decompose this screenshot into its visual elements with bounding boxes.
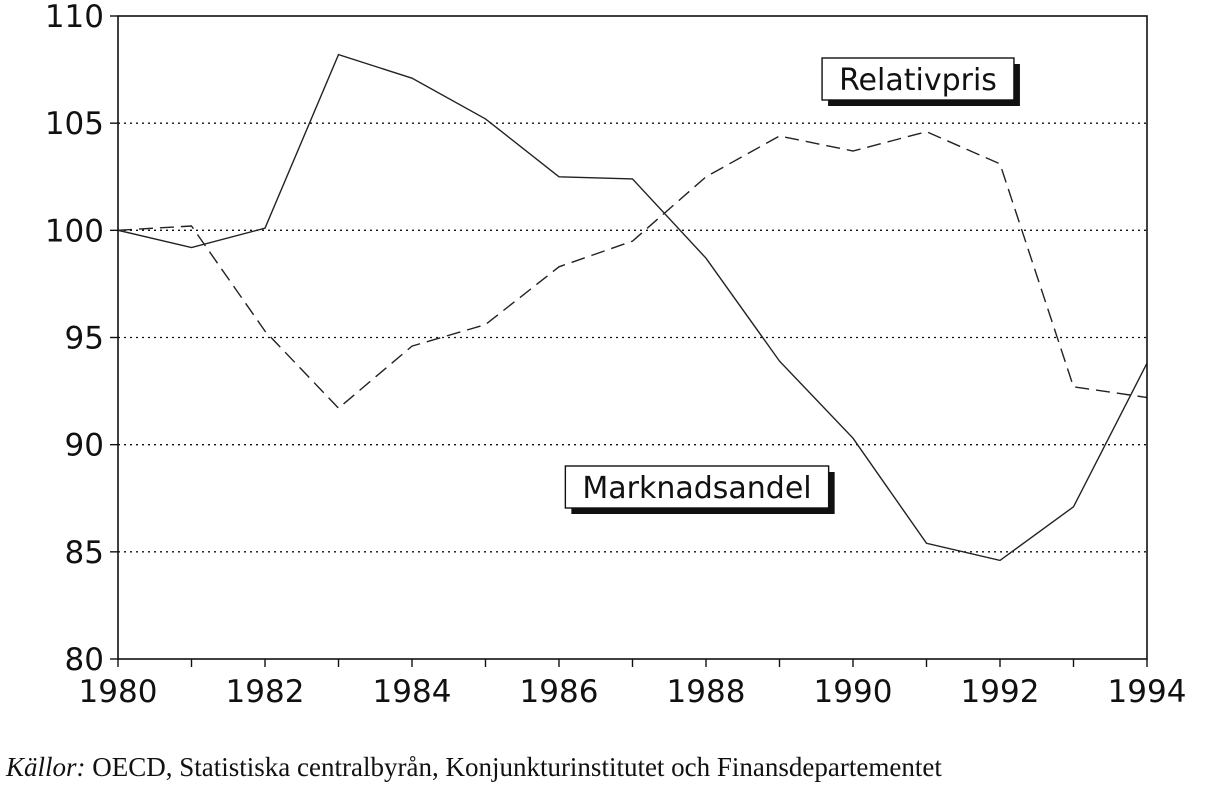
label-box (564, 465, 830, 509)
series-label-marknadsandel: Marknadsandel (564, 465, 835, 514)
y-tick-label: 95 (65, 321, 104, 357)
source-prefix: Källor: (6, 752, 86, 782)
series-label-relativpris: Relativpris (821, 57, 1020, 106)
source-text: OECD, Statistiska centralbyrån, Konjunkt… (85, 752, 942, 782)
x-tick-label: 1988 (667, 674, 746, 710)
x-ticks: 1980 1982 1984 1986 1988 1990 1992 1994 (79, 659, 1187, 710)
y-tick-label: 90 (65, 428, 104, 464)
x-tick-label: 1990 (814, 674, 893, 710)
series-line-relativpris (117, 130, 1148, 410)
series-labels: Relativpris Marknadsandel (564, 57, 1020, 514)
source-note: Källor: OECD, Statistiska centralbyrån, … (6, 752, 942, 783)
x-tick-label: 1994 (1108, 674, 1187, 710)
label-box (821, 57, 1015, 101)
x-tick-label: 1980 (79, 674, 158, 710)
y-tick-label: 80 (65, 642, 104, 678)
x-tick-label: 1992 (961, 674, 1040, 710)
line-chart: 1980 1982 1984 1986 1988 1990 1992 1994 80 85 90 9… (45, 0, 1187, 710)
series-lines (117, 53, 1148, 562)
x-tick-label: 1986 (520, 674, 599, 710)
y-tick-label: 85 (65, 535, 104, 571)
series-line-marknadsandel (117, 53, 1148, 562)
label-text: Marknadsandel (582, 471, 811, 506)
plot-frame (117, 15, 1148, 660)
y-tick-label: 105 (45, 106, 104, 142)
y-ticks: 80 85 90 95 100 105 110 (45, 0, 118, 678)
y-tick-label: 110 (45, 0, 104, 35)
x-tick-label: 1984 (373, 674, 452, 710)
x-tick-label: 1982 (226, 674, 305, 710)
label-text: Relativpris (839, 63, 997, 98)
y-tick-label: 100 (45, 213, 104, 249)
